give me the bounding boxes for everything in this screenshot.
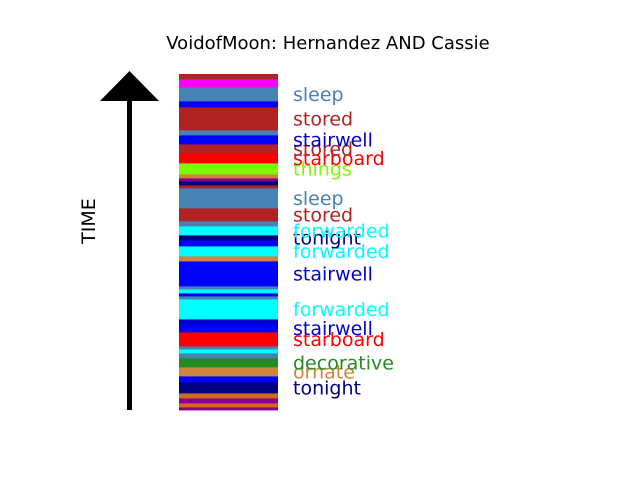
timeline-segment bbox=[179, 130, 278, 136]
segment-label: stored bbox=[293, 109, 353, 131]
segment-label: forwarded bbox=[293, 221, 390, 243]
timeline-segment bbox=[179, 208, 278, 222]
segment-label: forwarded bbox=[293, 241, 390, 263]
timeline-segment bbox=[179, 178, 278, 182]
segment-label: stored bbox=[293, 139, 353, 161]
timeline-segment bbox=[179, 407, 278, 411]
timeline-segment bbox=[179, 79, 278, 88]
segment-label: tonight bbox=[293, 378, 361, 400]
timeline-segment bbox=[179, 153, 278, 164]
timeline-segment bbox=[179, 107, 278, 131]
timeline-segment bbox=[179, 221, 278, 227]
segment-label: tonight bbox=[293, 228, 361, 250]
segment-label: stairwell bbox=[293, 318, 373, 340]
timeline-segment bbox=[179, 296, 278, 300]
timeline-segment bbox=[179, 181, 278, 186]
timeline-segment bbox=[179, 353, 278, 359]
segment-label: sleep bbox=[293, 188, 344, 210]
timeline-segment bbox=[179, 324, 278, 333]
time-arrow-head bbox=[100, 71, 159, 101]
timeline-segment bbox=[179, 185, 278, 189]
timeline-segment bbox=[179, 382, 278, 394]
timeline-segment bbox=[179, 349, 278, 354]
chart-title: VoidofMoon: Hernandez AND Cassie bbox=[166, 33, 489, 54]
timeline-segment bbox=[179, 144, 278, 154]
segment-label: starboard bbox=[293, 148, 385, 170]
segment-label: ornate bbox=[293, 362, 355, 384]
label-group: tonightornatedecorativestarboardstairwel… bbox=[293, 84, 394, 400]
timeline-segment bbox=[179, 163, 278, 175]
timeline-segment bbox=[179, 87, 278, 102]
timeline-segment bbox=[179, 135, 278, 145]
timeline-segment bbox=[179, 367, 278, 377]
timeline-segment bbox=[179, 358, 278, 368]
timeline-segment bbox=[179, 188, 278, 209]
timeline-segment bbox=[179, 235, 278, 241]
timeline-segment bbox=[179, 256, 278, 262]
timeline-segment bbox=[179, 293, 278, 297]
timeline-segment bbox=[179, 240, 278, 247]
timeline-segment bbox=[179, 286, 278, 290]
segment-label: forwarded bbox=[293, 299, 390, 321]
timeline-segment bbox=[179, 246, 278, 257]
y-axis-label: TIME bbox=[78, 198, 100, 245]
timeline-segment bbox=[179, 174, 278, 179]
timeline-segment bbox=[179, 319, 278, 325]
timeline-segment bbox=[179, 398, 278, 404]
timeline-segment bbox=[179, 346, 278, 350]
timeline-segment bbox=[179, 376, 278, 383]
segment-label: stairwell bbox=[293, 264, 373, 286]
segment-label: stored bbox=[293, 205, 353, 227]
segment-group bbox=[179, 74, 278, 411]
timeline-segment bbox=[179, 403, 278, 408]
timeline-segment bbox=[179, 393, 278, 399]
timeline-segment bbox=[179, 226, 278, 236]
timeline-segment bbox=[179, 332, 278, 347]
segment-label: things bbox=[293, 159, 352, 181]
segment-label: starboard bbox=[293, 329, 385, 351]
timeline-segment bbox=[179, 289, 278, 294]
segment-label: sleep bbox=[293, 84, 344, 106]
segment-label: decorative bbox=[293, 353, 394, 375]
timeline-segment bbox=[179, 261, 278, 287]
timeline-segment bbox=[179, 101, 278, 108]
timeline-segment bbox=[179, 74, 278, 80]
segment-label: stairwell bbox=[293, 130, 373, 152]
timeline-segment bbox=[179, 299, 278, 320]
